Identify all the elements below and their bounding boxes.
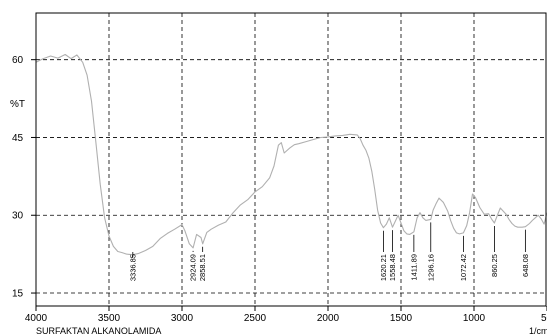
- x-tick-label-3500: 3500: [98, 313, 121, 324]
- x-tick-label-4000: 4000: [25, 313, 48, 324]
- x-tick-label-500: 500: [541, 313, 547, 324]
- peak-label-4: 1558.48: [388, 254, 397, 281]
- peak-label-8: 860.25: [490, 254, 499, 277]
- x-tick-label-2500: 2500: [244, 313, 267, 324]
- y-axis-ticks: 15 30 45 60: [12, 55, 36, 300]
- peak-label-2: 2858.51: [198, 254, 207, 281]
- y-tick-label-45: 45: [12, 133, 24, 144]
- plot-frame: [35, 12, 547, 307]
- peak-label-7: 1072.42: [459, 254, 468, 281]
- peak-label-3: 1620.21: [379, 254, 388, 281]
- peak-label-9: 648.08: [521, 254, 530, 277]
- grid-lines: [36, 13, 547, 306]
- peak-annotations: 3336.85 2924.09 2858.51 1620.21 1558.48 1411.…: [128, 222, 547, 281]
- plot-border: [35, 12, 547, 307]
- x-tick-label-2000: 2000: [317, 313, 340, 324]
- peak-label-5: 1411.89: [409, 254, 418, 281]
- spectrum-trace-layer: [35, 53, 547, 256]
- peak-label-1: 2924.09: [189, 254, 198, 281]
- x-tick-label-1500: 1500: [390, 313, 413, 324]
- peak-label-6: 1296.16: [426, 254, 435, 281]
- x-axis-ticks: 4000 3500 3000 2500 2000 1500 1000 500: [25, 306, 547, 324]
- y-tick-label-60: 60: [12, 55, 24, 66]
- x-tick-label-3000: 3000: [171, 313, 194, 324]
- x-tick-label-1000: 1000: [463, 313, 486, 324]
- y-axis-label: %T: [10, 99, 25, 110]
- y-tick-label-30: 30: [12, 211, 24, 222]
- chart-caption: SURFAKTAN ALKANOLAMIDA: [36, 326, 161, 336]
- spectrum-line-0: [35, 53, 547, 256]
- x-axis-unit: 1/cm: [529, 326, 547, 336]
- y-tick-label-15: 15: [12, 289, 24, 300]
- peak-label-0: 3336.85: [128, 254, 137, 281]
